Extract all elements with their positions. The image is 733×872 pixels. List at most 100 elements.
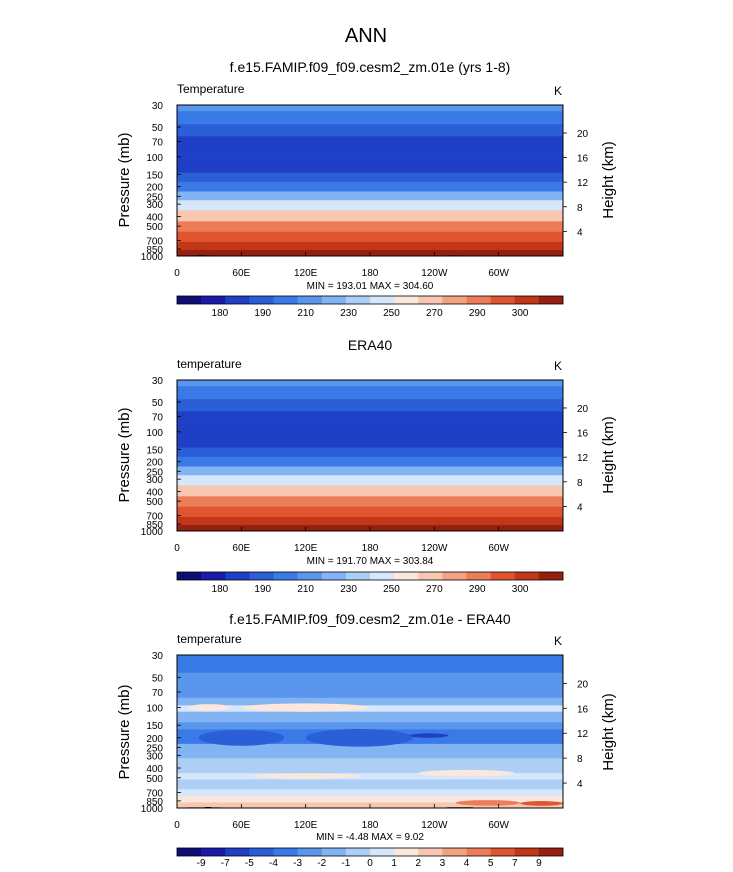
colorbar-label: 250 xyxy=(383,584,400,595)
contour-band xyxy=(177,779,563,790)
colorbar-swatch xyxy=(321,848,347,856)
x-tick-label: 180 xyxy=(362,820,379,831)
contour-band xyxy=(177,221,563,233)
colorbar-swatch xyxy=(273,296,298,304)
colorbar-label: 180 xyxy=(212,584,229,595)
colorbar-frame xyxy=(176,847,564,857)
colorbar: 180 190 210 230 250 270 290 300 xyxy=(176,571,564,595)
y2-tick-label: 12 xyxy=(577,729,589,740)
colorbar-swatch xyxy=(394,572,419,580)
y2-tick-label: 20 xyxy=(577,404,589,415)
colorbar-swatch xyxy=(466,296,491,304)
y2-tick-label: 4 xyxy=(577,502,583,513)
contour-band xyxy=(177,241,563,251)
contour-band xyxy=(177,181,563,192)
y2-axis-label: Height (km) xyxy=(600,416,617,494)
y-tick-label: 500 xyxy=(146,497,163,508)
y-tick-label: 150 xyxy=(146,170,163,181)
colorbar-label: 0 xyxy=(367,858,373,869)
colorbar-label: -9 xyxy=(197,858,206,869)
colorbar-swatch xyxy=(345,296,371,304)
colorbar-swatch xyxy=(466,848,491,856)
y-tick-label: 200 xyxy=(146,734,163,745)
y2-tick-label: 20 xyxy=(577,129,589,140)
colorbar-frame xyxy=(176,295,564,305)
colorbar-swatch xyxy=(225,572,250,580)
y2-tick-label: 4 xyxy=(577,779,583,790)
colorbar-label: 290 xyxy=(469,584,486,595)
y-axis-label: Pressure (mb) xyxy=(116,684,133,779)
stats-label: MIN = 191.70 MAX = 303.84 xyxy=(307,556,434,567)
colorbar-swatch xyxy=(394,848,419,856)
colorbar-swatch xyxy=(249,296,274,304)
y-tick-label: 700 xyxy=(146,512,163,523)
contour-blob xyxy=(305,728,413,747)
colorbar-swatch xyxy=(321,572,347,580)
colorbar-swatch xyxy=(201,296,226,304)
contour-band xyxy=(177,200,563,211)
x-tick-label: 0 xyxy=(174,543,180,554)
colorbar-label: 180 xyxy=(212,308,229,319)
contour-blob xyxy=(198,729,285,746)
colorbar-swatch xyxy=(249,572,274,580)
contour-band xyxy=(177,758,563,774)
contour-blob xyxy=(409,733,449,738)
x-tick-label: 180 xyxy=(362,543,379,554)
colorbar-swatch xyxy=(514,848,540,856)
y-tick-label: 50 xyxy=(152,673,164,684)
y-tick-label: 1000 xyxy=(141,252,164,263)
colorbar-swatch xyxy=(442,848,467,856)
contour-blob xyxy=(520,801,563,806)
y-tick-label: 50 xyxy=(152,123,164,134)
y-tick-label: 500 xyxy=(146,222,163,233)
y-tick-label: 400 xyxy=(146,764,163,775)
contour-band xyxy=(177,722,563,730)
colorbar-swatch xyxy=(225,848,250,856)
x-tick-label: 0 xyxy=(174,268,180,279)
panel-obs: ERA40 temperature K Pressure (mb) Height… xyxy=(116,337,617,595)
y-tick-label: 1000 xyxy=(141,804,164,815)
y-tick-label: 300 xyxy=(146,751,163,762)
y-tick-label: 70 xyxy=(152,688,164,699)
colorbar-swatch xyxy=(442,572,467,580)
contour-band xyxy=(177,399,563,412)
colorbar-label: 190 xyxy=(254,584,271,595)
contour-band xyxy=(177,485,563,497)
colorbar-label: -1 xyxy=(341,858,350,869)
y-tick-label: 50 xyxy=(152,398,164,409)
colorbar-swatch xyxy=(418,572,443,580)
colorbar-swatch xyxy=(442,296,467,304)
colorbar-label: 3 xyxy=(440,858,446,869)
contour-band xyxy=(177,773,563,780)
colorbar-label: -3 xyxy=(293,858,302,869)
colorbar-label: 1 xyxy=(391,858,397,869)
contour-band xyxy=(177,655,563,674)
colorbar-label: 9 xyxy=(536,858,542,869)
colorbar-swatch xyxy=(273,572,298,580)
contour-field xyxy=(177,105,563,256)
x-tick-label: 120E xyxy=(294,820,318,831)
colorbar-label: -2 xyxy=(317,858,326,869)
y-tick-label: 300 xyxy=(146,475,163,486)
panel-title: f.e15.FAMIP.f09_f09.cesm2_zm.01e - ERA40 xyxy=(229,611,511,627)
y-tick-label: 700 xyxy=(146,237,163,248)
contour-band xyxy=(177,124,563,137)
stats-label: MIN = -4.48 MAX = 9.02 xyxy=(316,832,424,843)
x-tick-label: 0 xyxy=(174,820,180,831)
contour-band xyxy=(177,711,563,723)
colorbar-swatch xyxy=(273,848,298,856)
colorbar-swatch xyxy=(201,572,226,580)
x-tick-label: 60W xyxy=(488,543,509,554)
colorbar-label: 300 xyxy=(512,308,529,319)
units-label: K xyxy=(554,84,562,98)
colorbar-label: -4 xyxy=(269,858,278,869)
y2-axis-label: Height (km) xyxy=(600,141,617,219)
contour-band xyxy=(177,162,563,174)
colorbar-label: 270 xyxy=(426,584,443,595)
contour-band xyxy=(177,447,563,458)
y-tick-label: 850 xyxy=(146,245,163,256)
colorbar-label: 210 xyxy=(297,584,314,595)
colorbar-label: 5 xyxy=(488,858,494,869)
contour-band xyxy=(177,380,563,387)
y-tick-label: 70 xyxy=(152,412,164,423)
